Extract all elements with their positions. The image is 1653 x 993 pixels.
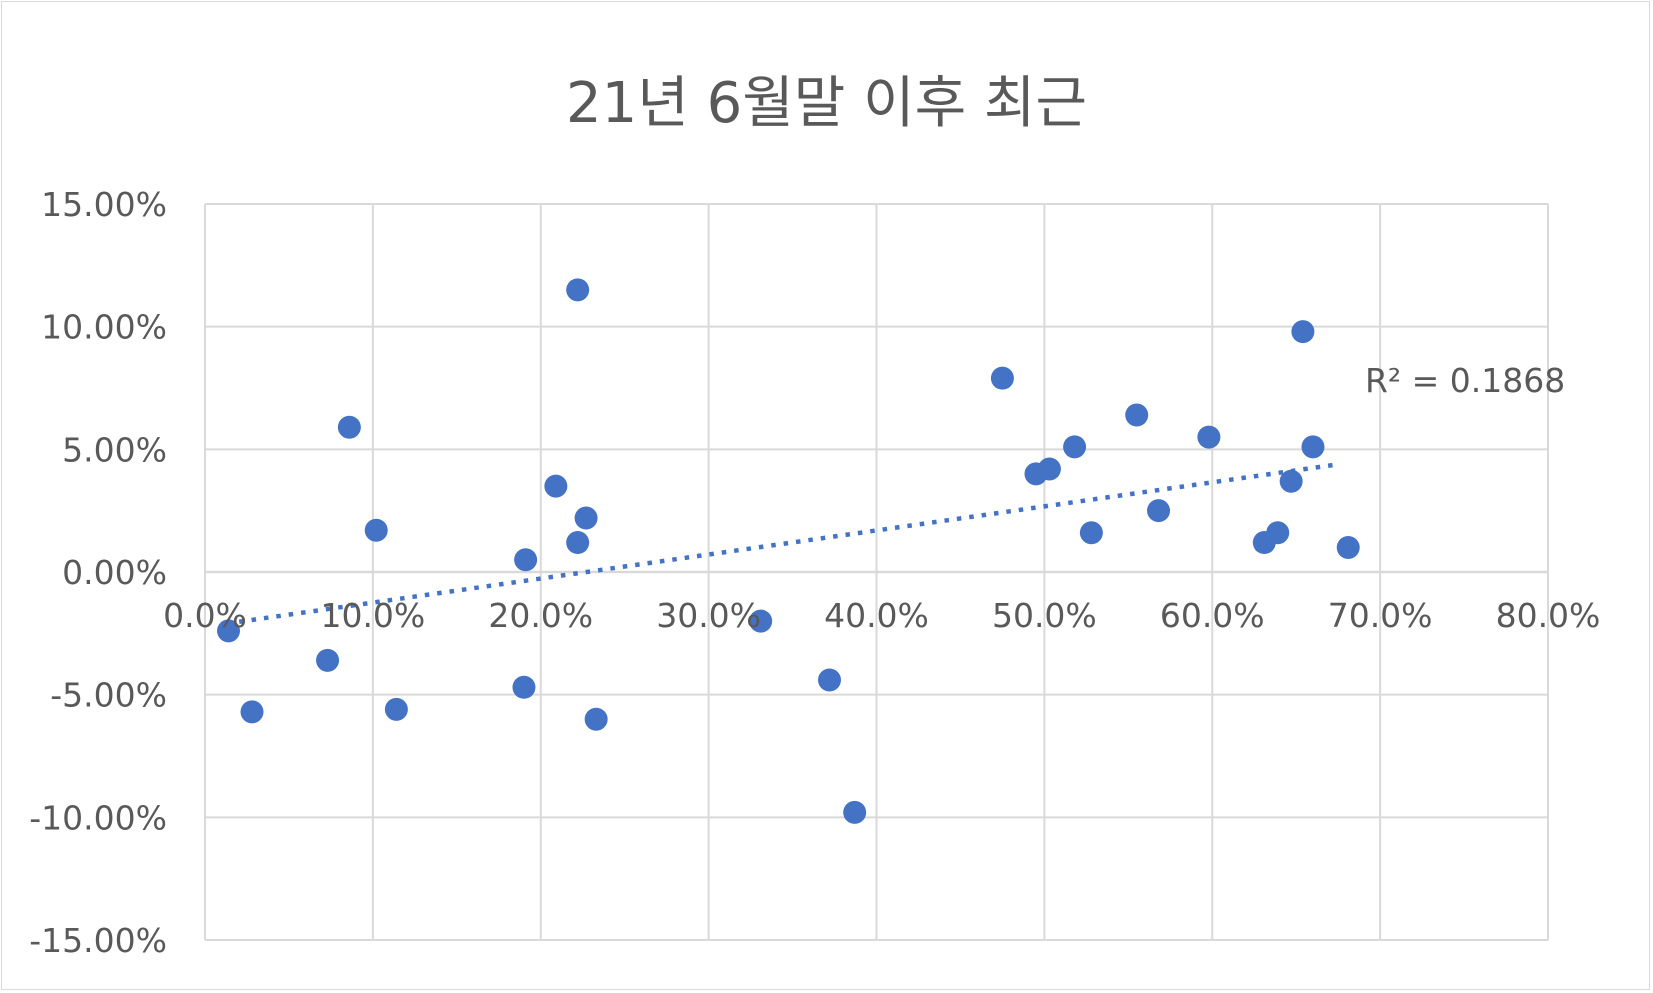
- x-tick-label: 60.0%: [1160, 596, 1265, 635]
- data-point: [1197, 425, 1221, 449]
- data-point: [514, 548, 538, 572]
- y-tick-label: 0.00%: [62, 553, 167, 592]
- data-point: [1063, 435, 1087, 459]
- data-point: [1279, 469, 1303, 493]
- data-point: [990, 366, 1014, 390]
- x-tick-label: 50.0%: [992, 596, 1097, 635]
- y-tick-label: 5.00%: [62, 430, 167, 469]
- data-point: [566, 531, 590, 555]
- data-point: [1037, 457, 1061, 481]
- data-points: [217, 278, 1360, 824]
- x-tick-label: 40.0%: [824, 596, 929, 635]
- y-tick-label: -10.00%: [29, 798, 167, 837]
- data-point: [512, 675, 536, 699]
- data-point: [1266, 521, 1290, 545]
- x-tick-label: 0.0%: [163, 596, 247, 635]
- r-squared-label: R² = 0.1868: [1365, 361, 1565, 400]
- data-point: [584, 707, 608, 731]
- x-tick-label: 70.0%: [1328, 596, 1433, 635]
- data-point: [316, 648, 340, 672]
- data-point: [817, 668, 841, 692]
- gridlines: [204, 203, 1549, 941]
- data-point: [1125, 403, 1149, 427]
- data-point: [384, 697, 408, 721]
- x-tick-label: 80.0%: [1496, 596, 1601, 635]
- data-point: [566, 278, 590, 302]
- data-point: [1291, 320, 1315, 344]
- data-point: [1336, 535, 1360, 559]
- data-point: [240, 700, 264, 724]
- data-point: [574, 506, 598, 530]
- chart-title: 21년 6월말 이후 최근: [566, 71, 1087, 136]
- data-point: [1147, 499, 1171, 523]
- y-tick-label: 15.00%: [41, 185, 167, 224]
- y-axis-ticks: 15.00% 10.00% 5.00% 0.00% -5.00% -10.00% -15.0…: [29, 185, 167, 960]
- x-tick-label: 30.0%: [656, 596, 761, 635]
- data-point: [544, 474, 568, 498]
- y-tick-label: -15.00%: [29, 921, 167, 960]
- data-point: [217, 619, 241, 643]
- data-point: [749, 609, 773, 633]
- x-tick-label: 10.0%: [320, 596, 425, 635]
- x-tick-label: 20.0%: [488, 596, 593, 635]
- data-point: [1079, 521, 1103, 545]
- data-point: [337, 415, 361, 439]
- data-point: [1301, 435, 1325, 459]
- data-point: [364, 518, 388, 542]
- data-point: [843, 800, 867, 824]
- y-tick-label: 10.00%: [41, 308, 167, 347]
- y-tick-label: -5.00%: [50, 676, 167, 715]
- x-axis-ticks: 0.0% 10.0% 20.0% 30.0% 40.0% 50.0% 60.0% 70.0% 8…: [163, 596, 1600, 635]
